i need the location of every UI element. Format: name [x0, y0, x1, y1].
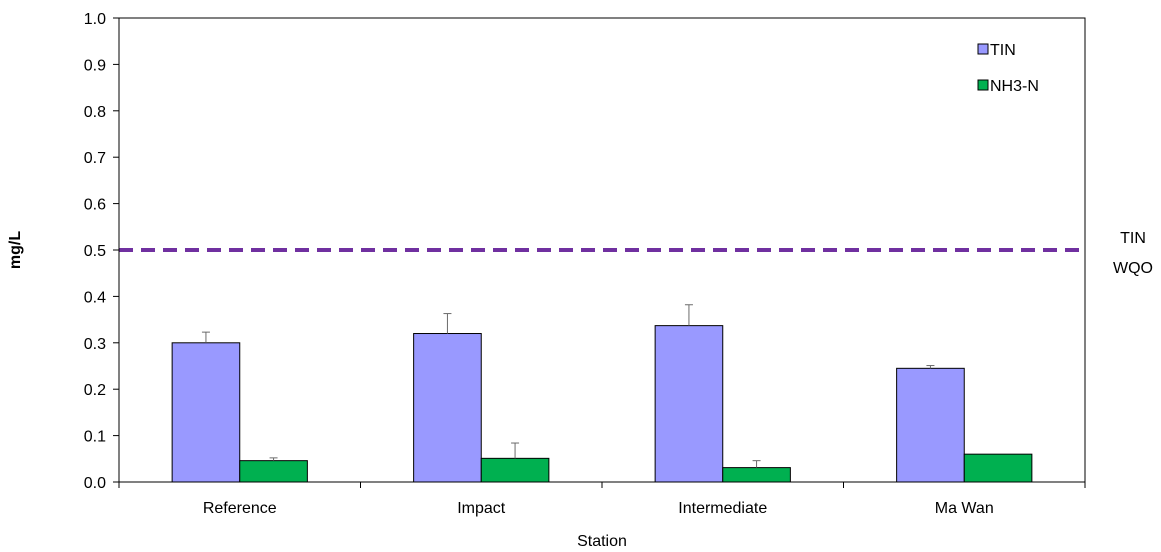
y-tick-label: 0.0	[84, 475, 106, 492]
x-tick-label: Impact	[457, 500, 506, 517]
x-tick-label: Ma Wan	[935, 500, 994, 517]
y-axis-title: mg/L	[7, 231, 24, 269]
reference-line-label-1: TIN	[1120, 230, 1146, 247]
y-tick-label: 1.0	[84, 11, 106, 28]
legend-label-tin: TIN	[990, 42, 1016, 59]
x-axis-title: Station	[577, 533, 627, 550]
y-tick-label: 0.8	[84, 104, 106, 121]
legend-swatch-nh3n	[977, 79, 989, 91]
y-axis: 0.0 0.1 0.2 0.3 0.4 0.5 0.6 0.7 0.8 0.9 1.0	[84, 11, 119, 492]
y-tick-label: 0.5	[84, 243, 106, 260]
x-tick-label: Intermediate	[678, 500, 767, 517]
y-tick-label: 0.4	[84, 289, 106, 306]
y-tick-label: 0.3	[84, 336, 106, 353]
bar-tin	[896, 367, 965, 483]
reference-line-label-2: WQO	[1113, 260, 1153, 277]
legend-swatch-tin	[977, 43, 989, 55]
y-tick-label: 0.1	[84, 429, 106, 446]
bar-nh3n	[480, 457, 550, 483]
x-tick-label: Reference	[203, 500, 277, 517]
y-tick-label: 0.9	[84, 57, 106, 74]
legend-label-nh3n: NH3-N	[990, 78, 1039, 95]
y-tick-label: 0.7	[84, 150, 106, 167]
legend: TIN NH3-N	[977, 42, 1039, 95]
x-axis: Reference Impact Intermediate Ma Wan	[118, 482, 1086, 517]
bar-tin	[171, 342, 241, 483]
y-tick-label: 0.2	[84, 382, 106, 399]
bar-tin	[413, 333, 482, 483]
bar-nh3n	[239, 460, 308, 483]
bar-nh3n	[963, 453, 1033, 483]
y-tick-label: 0.6	[84, 197, 106, 214]
bar-marks	[171, 304, 1033, 483]
bar-nh3n	[722, 467, 791, 483]
bar-tin	[654, 325, 724, 483]
